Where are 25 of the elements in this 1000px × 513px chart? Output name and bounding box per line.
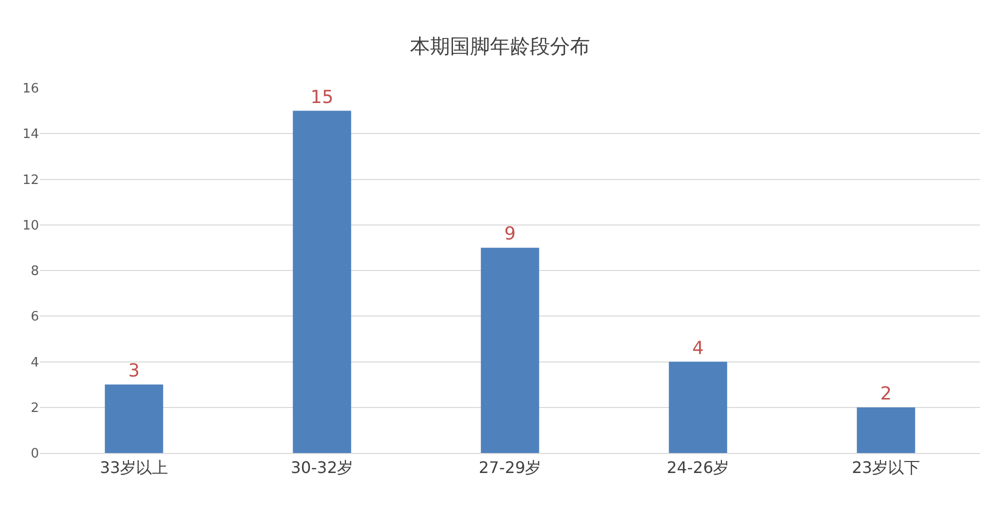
bar [292,110,352,453]
bar [104,384,164,453]
y-tick-label: 4 [30,355,39,370]
x-tick-label: 23岁以下 [852,458,920,478]
data-label: 15 [310,86,334,108]
y-tick-label: 8 [30,264,39,280]
y-tick-label: 0 [30,446,39,462]
data-label: 3 [128,360,140,382]
y-tick-label: 14 [22,127,39,142]
bar [480,248,540,453]
data-label: 9 [504,224,516,245]
bar [856,407,916,453]
data-label: 4 [692,338,704,359]
chart-title: 本期国脚年龄段分布 [410,34,590,58]
x-tick-label: 33岁以上 [100,458,168,478]
x-tick-label: 27-29岁 [478,458,542,478]
y-tick-label: 16 [22,82,39,97]
x-tick-label: 24-26岁 [666,458,730,478]
y-tick-label: 10 [22,218,39,234]
data-label: 2 [880,383,892,404]
y-tick-label: 2 [30,400,39,416]
y-tick-label: 12 [22,172,39,188]
y-tick-label: 6 [30,310,39,325]
x-tick-label: 30-32岁 [290,458,354,478]
bar [668,362,728,453]
